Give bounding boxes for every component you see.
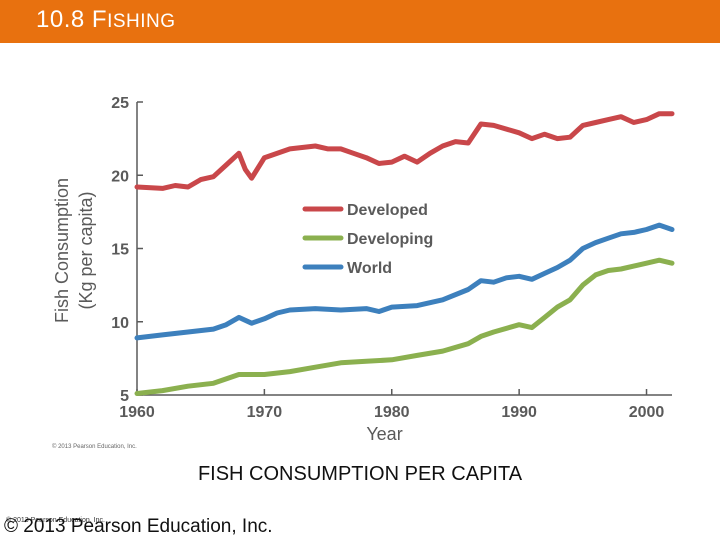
chart-caption: FISH CONSUMPTION PER CAPITA [197,463,523,485]
footer-tiny-copyright: © 2013 Pearson Education, Inc. [6,517,105,524]
figure-copyright: © 2013 Pearson Education, Inc. [52,444,137,450]
legend-label-world: World [347,260,392,277]
y-tick-label: 10 [111,315,129,332]
series-line-developed [134,111,675,191]
series-line-developing [134,257,675,396]
series-line-world [134,222,675,341]
x-tick-label: 1990 [501,404,537,421]
x-tick-label: 1970 [247,404,283,421]
x-axis-label: Year [366,424,402,444]
footer-copyright: © 2013 Pearson Education, Inc. [4,516,273,537]
y-axis-label-line2: (Kg per capita) [76,191,96,309]
fish-consumption-chart: 5 10 15 20 25 1960 1970 1980 1990 2000 Year Fish Co… [52,95,675,444]
title-bar: 10.8 FISHING [0,0,720,43]
y-tick-label: 25 [111,95,129,112]
y-tick-label: 20 [111,168,129,185]
title-rest: ISHING [107,11,176,32]
y-axis-label-line1: Fish Consumption [52,178,72,323]
x-tick-label: 1960 [119,404,155,421]
legend-label-developing: Developing [347,231,433,248]
title-number: 10.8 [36,6,92,33]
title-first-letter: F [91,6,108,33]
y-tick-label: 15 [111,242,129,259]
slide-title: 10.8 FISHING [36,6,176,34]
x-tick-label: 1980 [374,404,410,421]
legend-label-developed: Developed [347,202,428,219]
x-tick-label: 2000 [629,404,665,421]
y-tick-label: 5 [120,388,129,405]
